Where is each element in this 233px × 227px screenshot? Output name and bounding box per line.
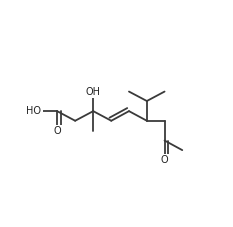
Text: O: O [161,155,168,165]
Text: O: O [161,155,168,165]
Text: OH: OH [86,86,101,96]
Text: HO: HO [26,106,41,116]
Text: HO: HO [27,106,42,116]
Text: OH: OH [86,86,101,96]
Text: O: O [53,126,61,136]
Text: O: O [53,126,61,136]
